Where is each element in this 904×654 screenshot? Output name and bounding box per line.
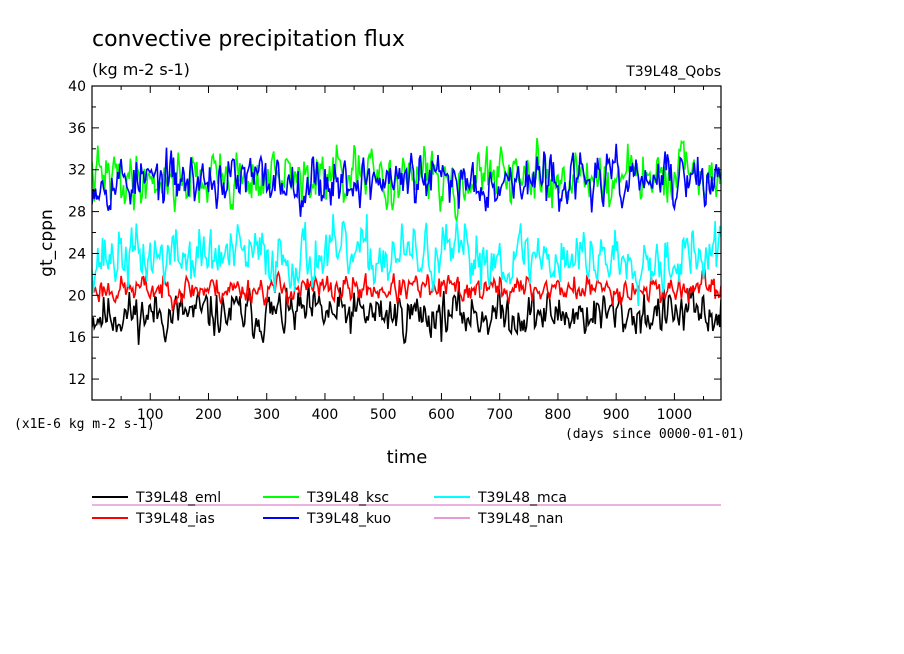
plot-frame bbox=[91, 85, 722, 401]
legend-label: T39L48_mca bbox=[477, 490, 567, 506]
legend-label: T39L48_kuo bbox=[306, 511, 391, 527]
y-tick-label: 32 bbox=[68, 163, 86, 179]
x-tick-label: 100 bbox=[137, 407, 164, 423]
legend-label: T39L48_eml bbox=[135, 490, 221, 506]
y-tick-label: 28 bbox=[68, 205, 86, 221]
legend-label: T39L48_ias bbox=[135, 511, 215, 527]
y-tick-label: 16 bbox=[68, 330, 86, 346]
series-line-t39l48-kuo bbox=[92, 143, 721, 217]
x-axis: 100 200 300 400 500 600 700 800 900 1000 bbox=[91, 86, 705, 423]
legend-label: T39L48_ksc bbox=[306, 490, 389, 506]
x-tick-label: 500 bbox=[370, 407, 397, 423]
x-tick-label: 300 bbox=[253, 407, 280, 423]
x-unit-note: (days since 0000-01-01) bbox=[565, 427, 745, 442]
x-tick-label: 800 bbox=[545, 407, 572, 423]
y-tick-label: 12 bbox=[68, 372, 86, 388]
y-axis: 12 16 20 24 28 32 36 40 bbox=[68, 79, 721, 401]
y-tick-label: 20 bbox=[68, 288, 86, 304]
series-line-t39l48-mca bbox=[92, 214, 721, 307]
x-tick-label: 1000 bbox=[657, 407, 693, 423]
chart-title: convective precipitation flux bbox=[92, 27, 405, 52]
x-tick-label: 900 bbox=[603, 407, 630, 423]
x-tick-label: 700 bbox=[486, 407, 513, 423]
legend-label: T39L48_nan bbox=[477, 511, 563, 527]
x-tick-label: 600 bbox=[428, 407, 455, 423]
series-layer bbox=[92, 137, 721, 345]
series-line-t39l48-ias bbox=[92, 268, 721, 312]
x-tick-label: 200 bbox=[195, 407, 222, 423]
series-line-t39l48-eml bbox=[92, 281, 721, 345]
y-tick-label: 36 bbox=[68, 121, 86, 137]
x-axis-label: time bbox=[387, 447, 428, 468]
x-tick-label: 400 bbox=[312, 407, 339, 423]
legend: T39L48_eml T39L48_ksc T39L48_mca T39L48_ias… bbox=[92, 490, 721, 527]
y-axis-label: gt_cppn bbox=[37, 209, 57, 277]
chart-subtitle: (kg m-2 s-1) bbox=[92, 60, 190, 79]
y-scale-note: (x1E-6 kg m-2 s-1) bbox=[14, 417, 155, 432]
y-tick-label: 24 bbox=[68, 246, 86, 262]
y-tick-label: 40 bbox=[68, 79, 86, 95]
case-label: T39L48_Qobs bbox=[625, 64, 721, 80]
